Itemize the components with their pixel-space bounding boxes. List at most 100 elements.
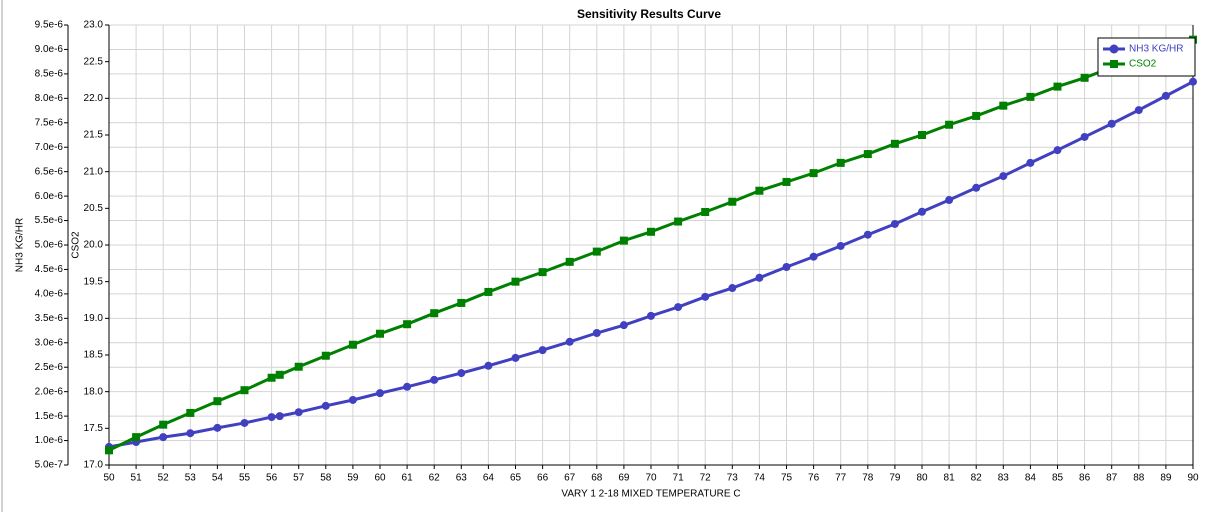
y2-tick-label: 20.0 [84,240,104,251]
x-tick-label: 80 [916,473,928,484]
data-point [1053,82,1062,91]
x-tick-label: 67 [564,473,576,484]
y2-tick-label: 18.5 [84,350,104,361]
data-point [132,433,141,442]
data-point [159,420,168,429]
data-point [275,370,284,379]
x-tick-label: 79 [889,473,901,484]
y2-tick-label: 17.5 [84,423,104,434]
data-point [836,158,845,167]
data-point [782,263,791,271]
x-tick-label: 58 [320,473,332,484]
y-tick-label: 9.5e-6 [35,20,64,31]
data-point [1080,132,1089,141]
data-point [267,373,276,382]
data-point [701,208,710,216]
x-tick-label: 55 [239,473,251,484]
data-point [1161,91,1170,100]
data-point [484,361,493,370]
data-point [1134,106,1143,115]
x-tick-label: 50 [103,473,115,484]
data-point [457,298,466,307]
data-point [376,389,384,398]
y-tick-label: 4.0e-6 [35,289,64,300]
data-point [619,321,628,330]
data-point [674,217,683,226]
data-point [240,386,249,395]
data-point [105,446,113,455]
x-tick-label: 77 [835,473,847,484]
y-tick-label: 2.0e-6 [35,386,64,397]
data-point [294,408,303,417]
data-point [647,227,655,236]
x-tick-label: 64 [483,473,495,484]
x-tick-label: 57 [293,473,305,484]
x-tick-label: 56 [266,473,278,484]
data-point [430,375,439,384]
data-point [863,150,872,159]
x-tick-label: 65 [510,473,522,484]
data-point [782,177,791,186]
x-tick-label: 52 [158,473,170,484]
y2-tick-label: 23.0 [84,20,104,31]
x-tick-label: 70 [645,473,657,484]
data-point [403,320,412,329]
data-point [890,219,899,228]
data-point [999,172,1008,181]
data-point [403,382,412,391]
y-tick-label: 5.0e-6 [35,240,64,251]
x-tick-label: 84 [1025,473,1037,484]
y2-tick-label: 19.5 [84,276,104,287]
data-point [321,401,330,410]
y-tick-label: 4.5e-6 [35,264,64,275]
y-tick-label: 1.0e-6 [35,435,64,446]
x-axis-label: VARY 1 2-18 MIXED TEMPERATURE C [561,489,740,500]
y-axis-label: NH3 KG/HR [15,218,26,272]
legend-marker [1109,44,1119,54]
data-point [294,362,303,371]
data-point [999,101,1008,110]
x-tick-label: 71 [673,473,685,484]
data-point [348,395,357,404]
legend-marker [1110,60,1118,68]
x-tick-label: 63 [456,473,468,484]
legend-label: NH3 KG/HR [1129,44,1183,55]
x-tick-label: 53 [185,473,197,484]
data-point [565,337,574,346]
data-point [159,433,168,442]
y-tick-label: 8.0e-6 [35,93,64,104]
y-tick-label: 3.5e-6 [35,313,64,324]
data-point [755,273,764,282]
y2-tick-label: 17.0 [84,460,104,471]
data-point [1107,119,1116,128]
x-tick-label: 85 [1052,473,1064,484]
x-tick-label: 59 [347,473,359,484]
chart-title: Sensitivity Results Curve [577,7,721,21]
data-point [890,139,899,148]
data-point [1053,146,1062,155]
data-point [565,257,574,266]
y2-tick-label: 21.0 [84,166,104,177]
y-tick-label: 2.5e-6 [35,362,64,373]
x-tick-label: 74 [754,473,766,484]
data-point [592,247,601,256]
data-point [213,397,222,406]
data-point [186,408,195,417]
data-point [809,169,818,178]
data-point [484,287,493,296]
data-point [728,197,737,206]
x-tick-label: 89 [1160,473,1172,484]
y2-tick-label: 19.0 [84,313,104,324]
x-tick-label: 81 [944,473,956,484]
y-tick-label: 3.0e-6 [35,337,64,348]
data-point [674,303,683,312]
data-point [918,131,926,139]
y-tick-label: 7.0e-6 [35,142,64,153]
x-tick-label: 62 [429,473,441,484]
x-tick-label: 54 [212,473,224,484]
x-tick-label: 76 [808,473,820,484]
x-tick-label: 51 [131,473,143,484]
legend: NH3 KG/HR CSO2 [1097,37,1196,77]
y-tick-label: 7.5e-6 [35,117,64,128]
